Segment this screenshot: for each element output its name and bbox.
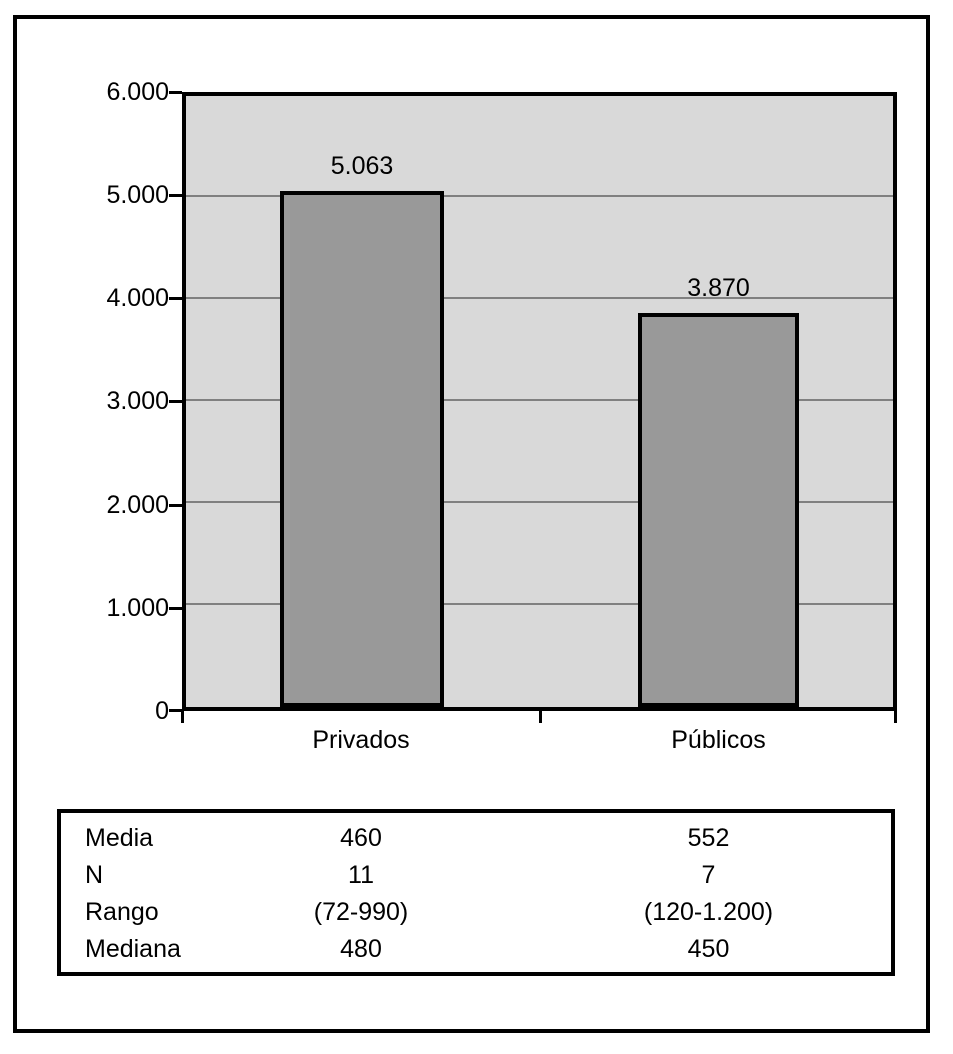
row-value-publicos: 552	[687, 824, 730, 852]
x-axis-tick	[539, 711, 542, 723]
y-axis-tick	[169, 504, 182, 507]
table-row-mediana: Mediana 480 450	[61, 931, 891, 968]
row-label: Mediana	[85, 935, 181, 963]
y-axis-tick	[169, 194, 182, 197]
table-row-media: Media 460 552	[61, 820, 891, 857]
row-value-privados: 460	[340, 824, 382, 852]
y-axis-label: 0	[155, 697, 169, 725]
row-value-publicos: 7	[701, 861, 716, 889]
bar-value-label-publicos: 3.870	[687, 273, 750, 302]
y-axis-label: 4.000	[106, 284, 169, 312]
row-value-publicos: (120-1.200)	[643, 898, 774, 926]
table-row-rango: Rango (72-990) (120-1.200)	[61, 894, 891, 931]
bar-group-publicos: 3.870	[638, 96, 799, 707]
bar-privados	[280, 191, 444, 707]
row-value-privados: 11	[348, 861, 374, 889]
plot-inner: 5.063 3.870	[186, 96, 893, 707]
gridline	[186, 501, 893, 503]
y-axis-tick	[169, 91, 182, 94]
row-label: N	[85, 861, 104, 889]
y-axis-tick	[169, 400, 182, 403]
bar-value-label-privados: 5.063	[330, 152, 394, 181]
row-value-privados: 480	[340, 935, 382, 963]
y-axis-tick	[169, 607, 182, 610]
gridline	[186, 195, 893, 197]
figure-frame: 6.000 5.000 4.000 3.000 2.000 1.000 0 5.…	[13, 15, 930, 1033]
x-axis-tick	[894, 711, 897, 723]
row-label: Media	[85, 824, 154, 852]
y-axis-label: 2.000	[106, 491, 169, 519]
category-label-privados: Privados	[312, 726, 410, 754]
bar-publicos	[638, 312, 799, 707]
gridline	[186, 297, 893, 299]
row-value-privados: (72-990)	[313, 898, 409, 926]
table-row-n: N 11 7	[61, 857, 891, 894]
gridline	[186, 603, 893, 605]
x-axis-tick	[181, 711, 184, 723]
bar-group-privados: 5.063	[280, 96, 444, 707]
y-axis-tick	[169, 297, 182, 300]
plot-area: 5.063 3.870	[182, 92, 897, 711]
gridline	[186, 399, 893, 401]
y-axis-label: 1.000	[106, 594, 169, 622]
y-axis-label: 6.000	[106, 78, 169, 106]
y-axis-label: 3.000	[106, 387, 169, 415]
y-axis-label: 5.000	[106, 181, 169, 209]
y-axis-tick	[169, 709, 182, 712]
category-label-publicos: Públicos	[671, 726, 766, 754]
row-value-publicos: 450	[687, 935, 730, 963]
stats-table: Media 460 552 N 11 7 Rango (72-990) (120…	[57, 809, 895, 976]
row-label: Rango	[85, 898, 159, 926]
